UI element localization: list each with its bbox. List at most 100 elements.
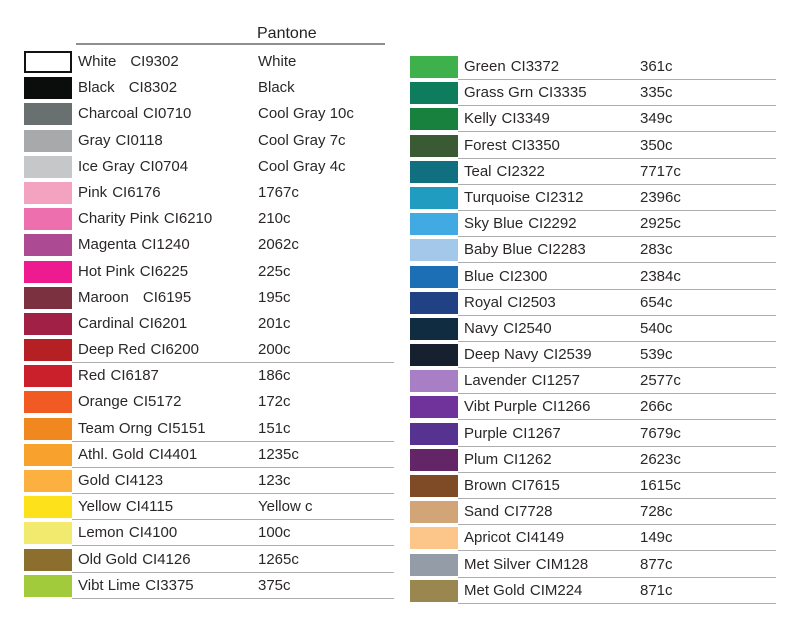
pantone-value: White <box>258 53 297 70</box>
color-name: Teal <box>464 162 492 180</box>
color-ci-code: CI3350 <box>511 136 560 154</box>
pantone-value: 7717c <box>640 162 681 180</box>
color-name: Gray <box>78 131 111 149</box>
color-label: Deep Navy CI2539 <box>464 344 592 366</box>
pantone-value: 100c <box>258 524 291 542</box>
color-ci-code: CI3372 <box>510 58 560 75</box>
color-label: Navy CI2540 <box>464 318 552 340</box>
color-name: Met Gold <box>464 581 525 599</box>
pantone-value: 335c <box>640 84 673 102</box>
color-name: Apricot <box>464 529 511 547</box>
color-name: Baby Blue <box>464 241 533 259</box>
pantone-value: 1265c <box>258 550 299 568</box>
color-swatch <box>24 77 72 100</box>
color-name: Yellow <box>78 498 121 516</box>
color-label: Deep Red CI6200 <box>78 339 199 361</box>
color-label: Grass Grn CI3335 <box>464 82 587 104</box>
color-row: Hot Pink CI6225 225c <box>24 260 414 283</box>
color-swatch <box>24 391 72 414</box>
color-ci-code: CI7728 <box>504 503 553 521</box>
color-swatch <box>410 475 458 497</box>
row-underline <box>458 445 776 447</box>
row-underline <box>72 519 394 521</box>
pantone-value: Yellow c <box>258 498 313 516</box>
color-name: Old Gold <box>78 550 138 568</box>
color-ci-code: CI6195 <box>142 288 192 306</box>
color-swatch <box>410 239 458 262</box>
color-name: Orange <box>78 393 129 411</box>
color-row: Royal CI2503 654c <box>410 291 800 316</box>
color-label: White CI9302 <box>78 51 179 73</box>
color-swatch <box>410 396 458 419</box>
color-swatch <box>24 155 72 178</box>
color-ci-code: CIM128 <box>535 555 589 573</box>
color-ci-code: CI0710 <box>143 105 192 123</box>
color-name: Blue <box>464 267 495 285</box>
pantone-value: 210c <box>258 210 291 228</box>
pantone-value: 172c <box>258 393 291 411</box>
color-ci-code: CI5151 <box>157 419 206 437</box>
pantone-value: 1235c <box>258 445 299 463</box>
row-underline <box>72 440 394 442</box>
pantone-value: Cool Gray 7c <box>258 131 346 149</box>
color-label: Royal CI2503 <box>464 292 556 314</box>
color-row: Gray CI0118 Cool Gray 7c <box>24 129 414 152</box>
pantone-value: 201c <box>258 314 291 332</box>
row-underline <box>72 571 394 573</box>
color-name: Gold <box>78 472 110 489</box>
color-name: Team Orng <box>78 419 153 437</box>
color-swatch <box>410 370 458 393</box>
pantone-value: 877c <box>640 555 673 573</box>
color-swatch <box>24 286 72 309</box>
color-label: Turquoise CI2312 <box>464 187 584 209</box>
color-name: Charity Pink <box>78 210 159 228</box>
color-row: Met Silver CIM128 877c <box>410 553 800 578</box>
color-ci-code: CI6225 <box>139 262 189 280</box>
pantone-value: 123c <box>258 472 291 489</box>
row-underline <box>458 288 776 290</box>
color-name: Charcoal <box>78 105 139 123</box>
row-underline <box>458 183 776 185</box>
color-label: Magenta CI1240 <box>78 234 190 256</box>
color-ci-code: CI1257 <box>531 372 580 390</box>
color-ci-code: CI2312 <box>535 188 584 206</box>
color-row: Purple CI1267 7679c <box>410 422 800 447</box>
pantone-value: Black <box>258 79 295 97</box>
color-swatch <box>24 496 72 519</box>
color-ci-code: CI8302 <box>128 79 178 97</box>
color-ci-code: CI4149 <box>515 529 565 547</box>
color-swatch <box>410 160 458 183</box>
color-label: Orange CI5172 <box>78 391 181 413</box>
color-row: Navy CI2540 540c <box>410 317 800 342</box>
color-swatch <box>410 527 458 550</box>
color-ci-code: CI6187 <box>110 367 159 385</box>
color-ci-code: CI7615 <box>511 477 560 494</box>
row-underline <box>458 576 776 578</box>
color-swatch <box>410 317 458 340</box>
color-row: Black CI8302 Black <box>24 77 414 100</box>
color-swatch <box>24 470 72 492</box>
color-ci-code: CI6176 <box>112 183 161 201</box>
color-swatch <box>24 129 72 152</box>
color-swatch <box>24 548 72 571</box>
color-row: Gold CI4123 123c <box>24 470 414 494</box>
color-column-left: White CI9302 White Black CI8302 Black Charcoal… <box>24 51 414 601</box>
color-row: Maroon CI6195 195c <box>24 286 414 309</box>
pantone-value: 2396c <box>640 188 681 206</box>
color-label: Brown CI7615 <box>464 475 560 497</box>
row-underline <box>458 262 776 264</box>
row-underline <box>458 209 776 211</box>
color-swatch <box>24 103 72 126</box>
color-name: Kelly <box>464 110 497 128</box>
color-label: Yellow CI4115 <box>78 496 173 518</box>
color-swatch <box>410 108 458 131</box>
color-swatch <box>410 579 458 602</box>
pantone-value: 200c <box>258 341 291 359</box>
color-label: Cardinal CI6201 <box>78 313 187 335</box>
color-row: Orange CI5172 172c <box>24 391 414 414</box>
row-underline <box>458 314 776 316</box>
row-underline <box>72 597 394 599</box>
pantone-value: 283c <box>640 241 673 259</box>
color-row: Turquoise CI2312 2396c <box>410 186 800 211</box>
color-label: Lavender CI1257 <box>464 370 580 392</box>
